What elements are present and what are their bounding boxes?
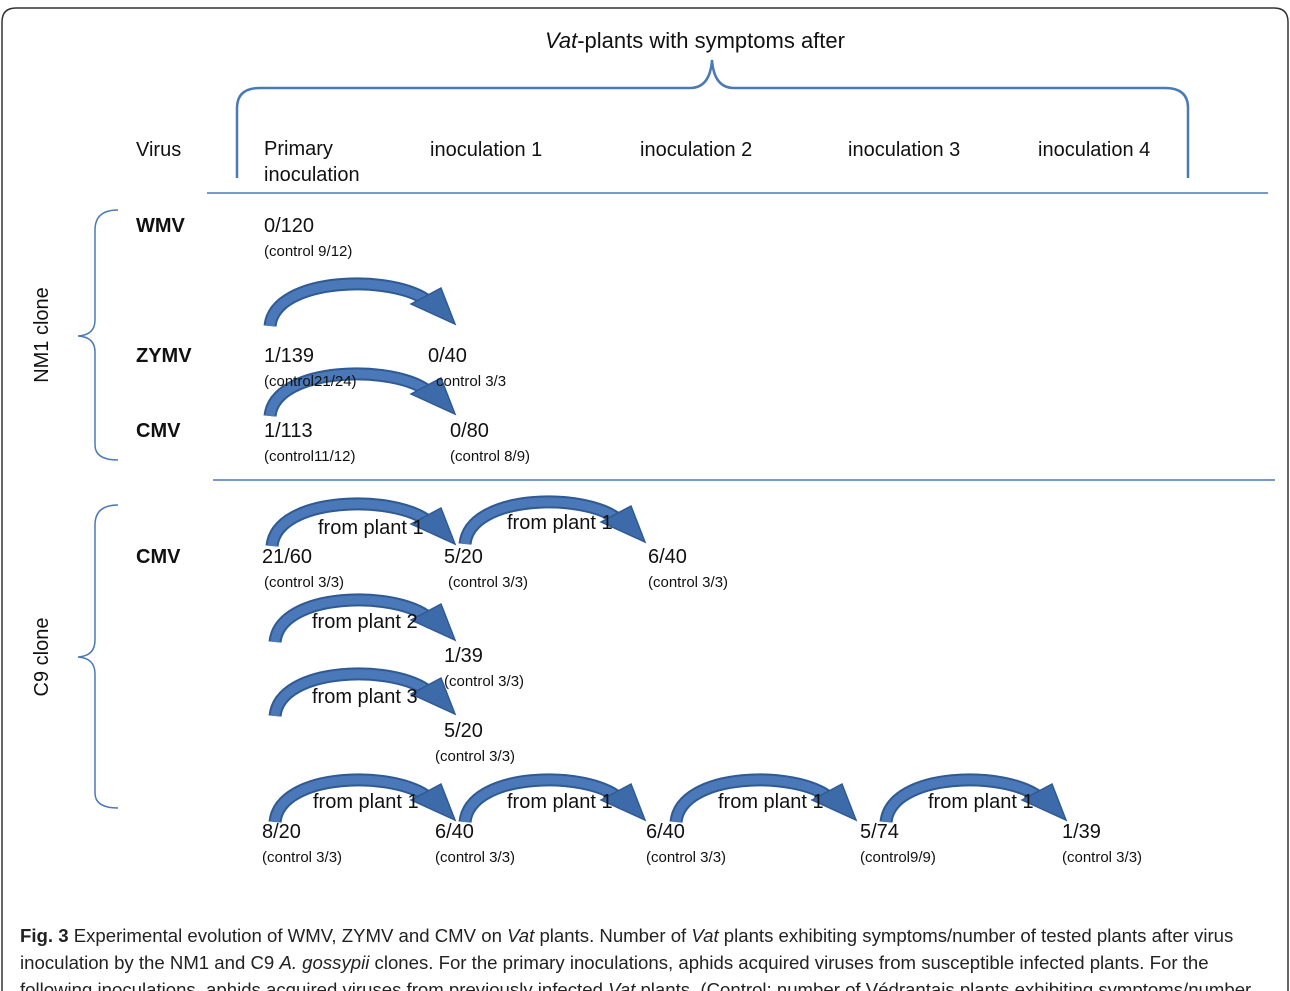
arrow-shaft — [267, 499, 432, 547]
result: 1/113 — [264, 420, 313, 442]
header-brace — [235, 59, 1190, 178]
column-header: inoculation 4 — [1038, 139, 1151, 161]
caption-text: plants exhibiting symptoms/number of tes… — [20, 925, 1234, 973]
arrow-label: from plant 1 — [718, 791, 824, 813]
result: 5/74 — [860, 821, 899, 843]
caption-text: plants. (Control: number of Védrantais p… — [640, 979, 1252, 991]
result: 5/20 — [444, 720, 483, 742]
title-text: -plants with symptoms after — [577, 28, 845, 53]
column-header: inoculation 1 — [430, 139, 543, 161]
result: 0/40 — [428, 345, 467, 367]
arrow-head — [1020, 782, 1068, 822]
arrow-shaft — [881, 775, 1043, 823]
caption-label: Fig. 3 — [20, 925, 69, 946]
virus-name: CMV — [136, 420, 181, 442]
arrow-head — [599, 504, 647, 544]
column-header: Virus — [136, 139, 182, 161]
header-title: Vat-plants with symptoms after — [545, 30, 845, 52]
arrow-label: from plant 1 — [318, 517, 424, 539]
control: (control 3/3) — [448, 574, 529, 591]
caption-text: plants. Number of — [534, 925, 692, 946]
control: (control9/9) — [860, 849, 936, 866]
column-header: inoculation 3 — [848, 139, 961, 161]
result: 6/40 — [435, 821, 474, 843]
arrow-head — [409, 782, 457, 822]
group-brace — [77, 504, 119, 809]
arrow-shaft — [460, 497, 622, 545]
control: (control 3/3) — [444, 673, 525, 690]
arrow-label: from plant 3 — [312, 686, 418, 708]
caption-text: clones. For the primary inoculations, ap… — [20, 952, 1209, 991]
group-label: NM1 clone — [31, 287, 53, 383]
frame — [1, 7, 1289, 991]
arrow-head — [409, 376, 457, 416]
arrow-label: from plant 1 — [313, 791, 419, 813]
control: (control 9/12) — [264, 243, 353, 260]
control: (control 3/3) — [435, 849, 516, 866]
arrow-shaft — [270, 775, 432, 823]
title-italic: Vat — [545, 28, 578, 53]
control: (control 3/3) — [648, 574, 729, 591]
result: 0/80 — [450, 420, 489, 442]
result: 6/40 — [646, 821, 685, 843]
result: 1/139 — [264, 345, 315, 367]
arrow-shaft — [460, 775, 622, 823]
control: (control 8/9) — [450, 448, 531, 465]
caption-text: A. gossypii — [279, 952, 370, 973]
result: 8/20 — [262, 821, 301, 843]
control: (control11/12) — [264, 448, 356, 465]
arrow-shaft — [671, 775, 833, 823]
control: (control 3/3) — [264, 574, 345, 591]
arrow-label: from plant 2 — [312, 611, 418, 633]
caption-text: Vat — [691, 925, 719, 946]
control: (control 3/3) — [435, 748, 516, 765]
arrow-shaft — [270, 595, 432, 643]
result: 21/60 — [262, 546, 313, 568]
arrow-label: from plant 1 — [507, 791, 613, 813]
arrow-head — [599, 782, 647, 822]
column-header: inoculation 2 — [640, 139, 753, 161]
arrow-shaft — [270, 669, 432, 717]
group-label: C9 clone — [31, 617, 53, 697]
arrow-head — [409, 506, 457, 546]
control: (control21/24) — [264, 373, 357, 390]
result: 1/39 — [444, 645, 483, 667]
arrow-head — [810, 782, 858, 822]
result: 6/40 — [648, 546, 687, 568]
arrow-shaft — [265, 369, 432, 418]
virus-name: ZYMV — [136, 345, 192, 367]
control: (control 3/3) — [1062, 849, 1143, 866]
arrow-head — [409, 286, 457, 326]
column-header: Primary inoculation — [264, 138, 360, 186]
result: 5/20 — [444, 546, 483, 568]
result: 0/120 — [264, 215, 315, 237]
arrow-head — [409, 602, 457, 642]
virus-name: WMV — [136, 215, 185, 237]
virus-name: CMV — [136, 546, 181, 568]
control: control 3/3 — [436, 373, 507, 390]
caption: Fig. 3 Experimental evolution of WMV, ZY… — [20, 922, 1275, 991]
caption-text: Experimental evolution of WMV, ZYMV and … — [68, 925, 508, 946]
caption-text: Vat — [507, 925, 535, 946]
caption-text: Vat — [608, 979, 636, 991]
control: (control 3/3) — [262, 849, 343, 866]
arrow-label: from plant 1 — [507, 512, 613, 534]
control: (control 3/3) — [646, 849, 727, 866]
group-brace — [77, 209, 119, 461]
arrow-label: from plant 1 — [928, 791, 1034, 813]
arrow-shaft — [265, 279, 432, 328]
arrow-head — [409, 676, 457, 716]
result: 1/39 — [1062, 821, 1101, 843]
